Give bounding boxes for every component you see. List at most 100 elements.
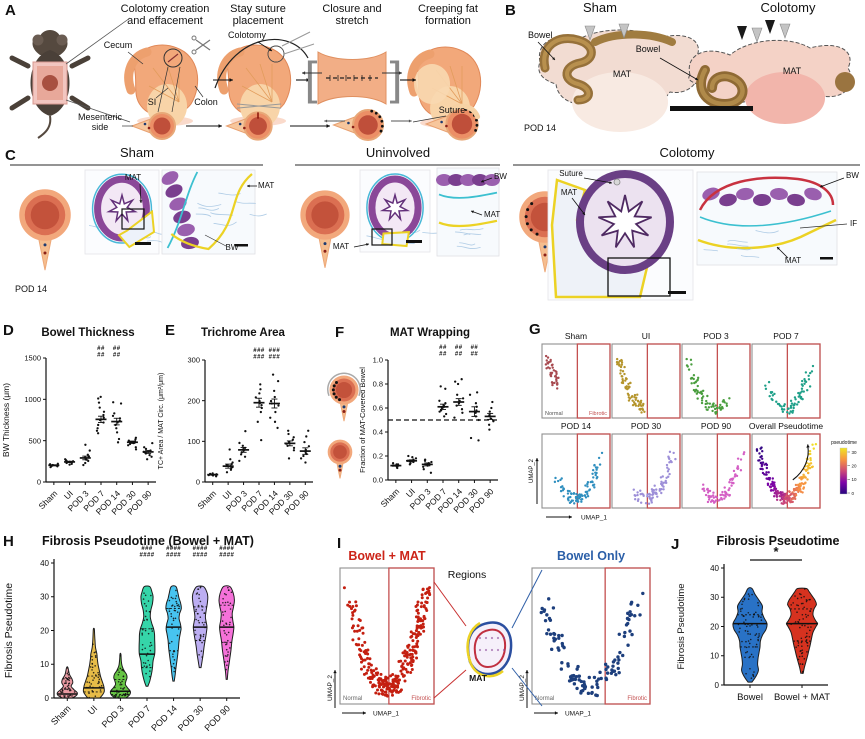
significance-marker: ## (471, 345, 479, 351)
umap-point (734, 473, 737, 476)
sham-bowel-loop (591, 30, 676, 46)
umap-point (696, 376, 700, 380)
umap-point (559, 478, 562, 482)
data-point (243, 455, 247, 458)
data-point (287, 457, 291, 460)
umap-point (355, 629, 359, 633)
umap-point (755, 448, 759, 451)
data-point (790, 604, 792, 606)
umap-point (552, 631, 556, 636)
umap-point (621, 381, 625, 385)
shape (542, 36, 594, 102)
data-point (170, 640, 173, 643)
umap-point (591, 472, 594, 475)
umap-point (629, 600, 634, 605)
data-point (287, 432, 290, 436)
data-point (67, 676, 70, 679)
data-point (199, 635, 202, 638)
umap-point (719, 403, 722, 407)
umap-point (733, 475, 737, 478)
colotomy-label: Colotomy (228, 30, 267, 40)
data-point (259, 383, 262, 386)
umap-point (621, 375, 624, 378)
umap-point (701, 487, 704, 491)
muscle-band (472, 174, 488, 186)
umap-point (760, 457, 764, 460)
umap-point (543, 618, 548, 623)
scale-bar (668, 291, 686, 294)
y-tick-label: 0.4 (373, 428, 383, 437)
fibrotic-label: Fibrotic (411, 696, 431, 702)
umap-point (774, 492, 777, 495)
umap-point (575, 686, 579, 691)
fibrotic-region-box (646, 343, 681, 419)
data-point (800, 641, 803, 644)
umap-point (414, 651, 418, 655)
data-point (119, 684, 121, 686)
umap-point (790, 402, 794, 405)
umap-title: POD 90 (701, 421, 732, 431)
umap-point (702, 483, 705, 486)
umap-point (787, 407, 790, 410)
umap-point (770, 391, 773, 395)
umap-point (360, 660, 364, 664)
umap-point (377, 685, 381, 689)
dot (502, 636, 506, 640)
significance-marker: ## (455, 352, 463, 358)
dot (342, 405, 346, 409)
dot (347, 121, 350, 125)
data-point (241, 444, 244, 447)
umap-point (712, 491, 715, 494)
scale-bar (235, 244, 248, 247)
umap-point (791, 409, 795, 412)
data-point (258, 392, 261, 395)
data-point (800, 602, 803, 605)
umap1-axis-label: UMAP_1 (373, 711, 399, 718)
mat-region-outline (466, 621, 481, 665)
x-tick-label: POD 14 (149, 703, 179, 733)
umap-point (811, 443, 814, 446)
umap-point (761, 467, 764, 471)
y-tick-label: 1.0 (373, 356, 383, 365)
regions-label: Regions (448, 569, 487, 581)
muscle-band (436, 174, 452, 186)
data-point (800, 650, 802, 652)
umap-point (554, 476, 557, 480)
umap-point (604, 676, 608, 680)
sham-title: Sham (583, 0, 617, 15)
data-point (201, 656, 203, 658)
umap-point (802, 487, 805, 490)
umap-point (552, 639, 556, 643)
data-point (745, 625, 748, 628)
umap-point (410, 652, 414, 656)
umap-point (419, 624, 423, 628)
y-tick-label: 0.8 (373, 380, 383, 389)
data-point (84, 443, 87, 446)
umap-point (781, 502, 785, 505)
umap-point (761, 461, 764, 464)
umap-point (792, 487, 796, 491)
vein (245, 67, 273, 103)
umap-point (616, 362, 619, 366)
fibrotic-label: Fibrotic (627, 696, 647, 702)
umap-point (594, 693, 598, 697)
data-point (748, 642, 751, 645)
umap-point (624, 387, 628, 390)
data-point (801, 624, 803, 627)
data-point (146, 665, 148, 668)
bw-label: BW (494, 172, 507, 181)
data-point (91, 666, 94, 669)
umap-point (713, 500, 716, 504)
bowel-label: Bowel (528, 30, 553, 40)
umap-point (616, 655, 620, 659)
umap-point (771, 394, 775, 397)
umap-point (790, 498, 793, 501)
colotomy-section-title: Colotomy (660, 145, 715, 160)
umap-point (407, 653, 411, 657)
umap-point (424, 591, 428, 595)
data-point (228, 448, 231, 451)
data-point (810, 626, 812, 628)
data-point (797, 642, 800, 644)
data-point (176, 611, 179, 613)
umap-point (660, 491, 663, 495)
